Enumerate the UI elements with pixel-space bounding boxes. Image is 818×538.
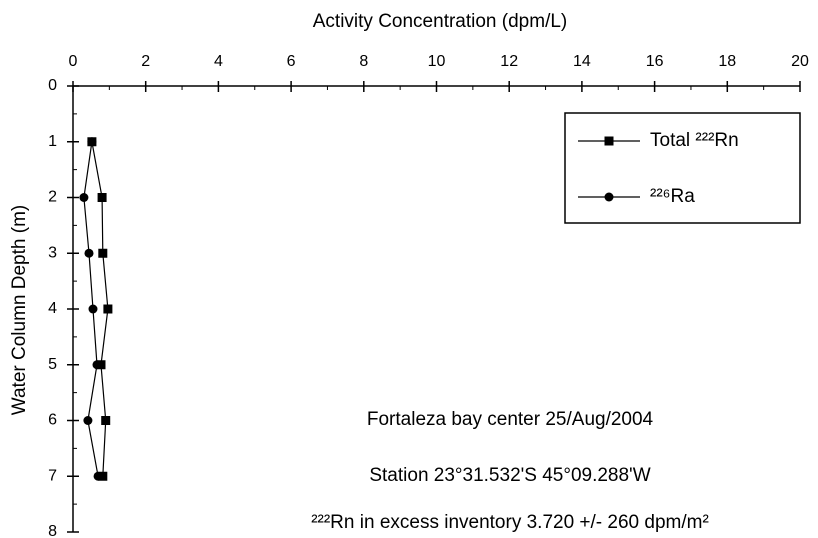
y-tick-label: 4 — [48, 300, 57, 317]
legend-label: Total ²²²Rn — [650, 130, 739, 151]
y-tick-label: 1 — [48, 133, 57, 150]
x-tick-label: 20 — [791, 53, 809, 70]
data-point — [87, 137, 97, 147]
y-tick-label: 0 — [48, 77, 57, 94]
legend-marker — [604, 136, 614, 146]
data-point — [98, 248, 108, 258]
x-tick-label: 2 — [141, 53, 150, 70]
legend-box — [564, 112, 801, 224]
x-tick-label: 6 — [287, 53, 296, 70]
y-tick-label: 5 — [48, 356, 57, 373]
y-tick-label: 8 — [48, 523, 57, 538]
annotation: Fortaleza bay center 25/Aug/2004 — [367, 409, 654, 430]
x-tick-label: 10 — [428, 53, 446, 70]
x-tick-label: 12 — [500, 53, 518, 70]
legend-label: ²²⁶Ra — [650, 186, 695, 207]
data-point — [98, 471, 108, 481]
data-point — [103, 304, 113, 314]
data-point — [93, 471, 103, 481]
legend-marker — [604, 192, 614, 202]
x-tick-label: 8 — [359, 53, 368, 70]
y-tick-label: 7 — [48, 467, 57, 484]
data-point — [84, 248, 94, 258]
data-point — [92, 360, 102, 370]
x-tick-label: 14 — [573, 53, 591, 70]
y-axis-label: Water Column Depth (m) — [9, 205, 30, 415]
annotation: Station 23°31.532'S 45°09.288'W — [369, 465, 650, 486]
x-tick-label: 0 — [69, 53, 78, 70]
y-tick-label: 6 — [48, 412, 57, 429]
x-axis-label: Activity Concentration (dpm/L) — [313, 11, 568, 32]
data-point — [79, 193, 89, 202]
data-point — [88, 304, 98, 314]
x-tick-label: 18 — [718, 53, 736, 70]
y-tick-label: 2 — [48, 189, 57, 206]
annotation: ²²²Rn in excess inventory 3.720 +/- 260 … — [311, 512, 709, 533]
x-tick-label: 16 — [646, 53, 664, 70]
data-point — [101, 416, 111, 425]
data-point — [83, 416, 93, 425]
data-point — [97, 193, 107, 202]
x-tick-label: 4 — [214, 53, 223, 70]
y-tick-label: 3 — [48, 244, 57, 261]
